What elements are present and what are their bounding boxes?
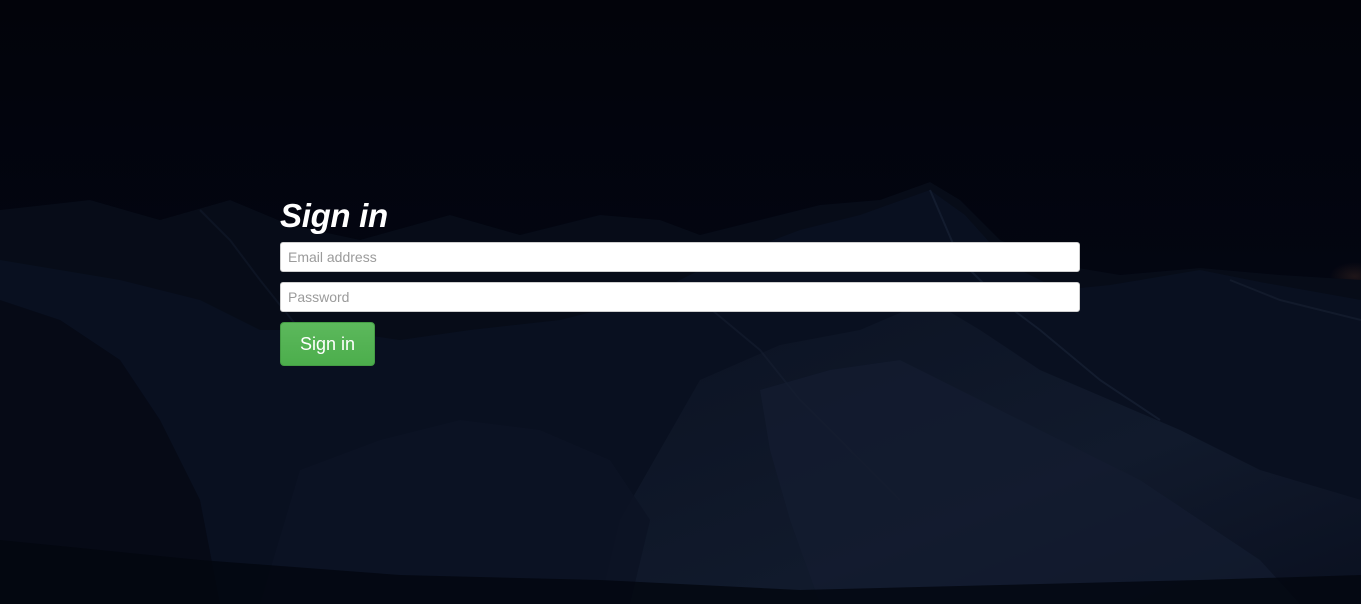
signin-form: Sign in Sign in: [280, 196, 1080, 366]
email-field[interactable]: [280, 242, 1080, 272]
password-field[interactable]: [280, 282, 1080, 312]
signin-button[interactable]: Sign in: [280, 322, 375, 366]
signin-title: Sign in: [280, 197, 388, 234]
